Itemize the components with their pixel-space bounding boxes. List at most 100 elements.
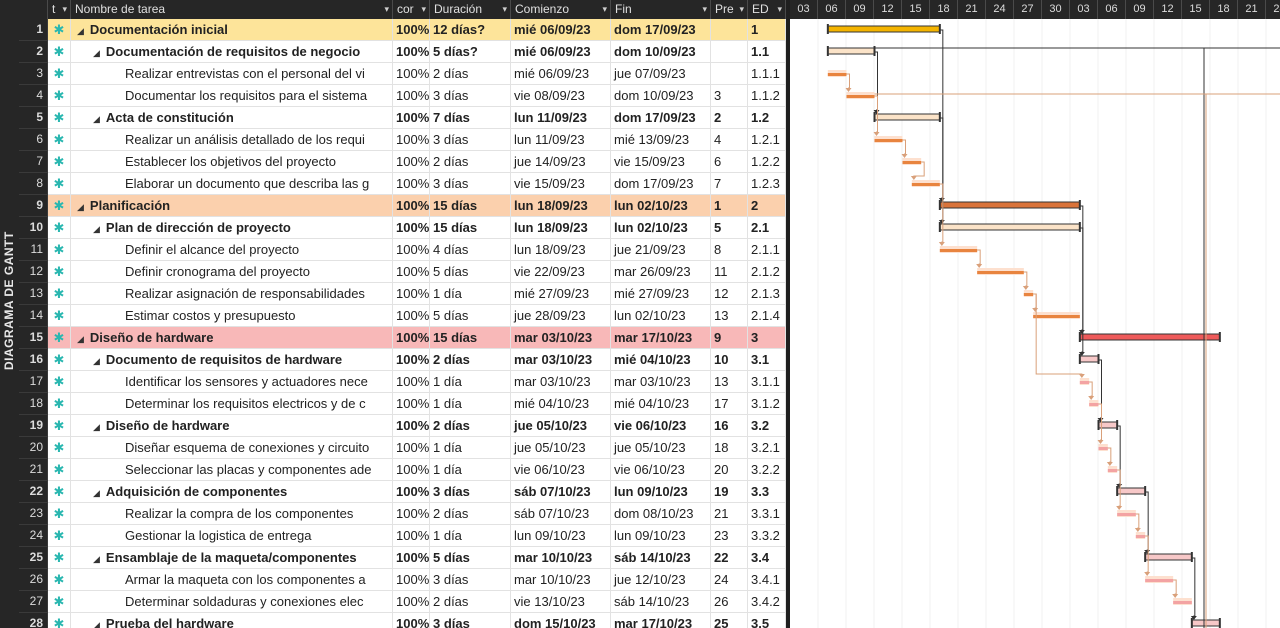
task-duration[interactable]: 5 días — [430, 305, 511, 326]
collapse-triangle-icon[interactable]: ◢ — [77, 26, 84, 36]
task-name[interactable]: ◢ Documentación inicial — [71, 19, 393, 40]
row-number[interactable]: 15 — [19, 327, 48, 349]
task-predecessors[interactable]: 8 — [711, 239, 748, 260]
row-number[interactable]: 1 — [19, 19, 48, 41]
task-percent[interactable]: 100% — [393, 217, 430, 238]
task-duration[interactable]: 1 día — [430, 283, 511, 304]
task-name[interactable]: Determinar soldaduras y conexiones elec — [71, 591, 393, 612]
task-predecessors[interactable]: 6 — [711, 151, 748, 172]
task-percent[interactable]: 100% — [393, 195, 430, 216]
task-percent[interactable]: 100% — [393, 371, 430, 392]
task-percent[interactable]: 100% — [393, 283, 430, 304]
task-wbs[interactable]: 2.1.2 — [748, 261, 786, 282]
task-duration[interactable]: 3 días — [430, 85, 511, 106]
task-duration[interactable]: 3 días — [430, 173, 511, 194]
task-percent[interactable]: 100% — [393, 129, 430, 150]
task-name[interactable]: Elaborar un documento que describa las g — [71, 173, 393, 194]
task-percent[interactable]: 100% — [393, 547, 430, 568]
task-predecessors[interactable]: 12 — [711, 283, 748, 304]
row-number[interactable]: 5 — [19, 107, 48, 129]
task-wbs[interactable]: 3.3.2 — [748, 525, 786, 546]
task-start[interactable]: lun 18/09/23 — [511, 195, 611, 216]
task-name[interactable]: Identificar los sensores y actuadores ne… — [71, 371, 393, 392]
task-predecessors[interactable]: 10 — [711, 349, 748, 370]
table-row[interactable]: 12 ✱ Definir cronograma del proyecto 100% 5 … — [19, 261, 786, 283]
row-number[interactable]: 3 — [19, 63, 48, 85]
task-percent[interactable]: 100% — [393, 525, 430, 546]
task-finish[interactable]: dom 17/09/23 — [611, 19, 711, 40]
task-predecessors[interactable]: 11 — [711, 261, 748, 282]
task-finish[interactable]: lun 02/10/23 — [611, 217, 711, 238]
task-start[interactable]: mar 03/10/23 — [511, 327, 611, 348]
task-duration[interactable]: 15 días — [430, 217, 511, 238]
task-predecessors[interactable]: 22 — [711, 547, 748, 568]
task-wbs[interactable]: 3.2.1 — [748, 437, 786, 458]
task-predecessors[interactable] — [711, 19, 748, 40]
table-row[interactable]: 5 ✱ ◢ Acta de constitución 100% 7 días lun 11/… — [19, 107, 786, 129]
task-name[interactable]: ◢ Acta de constitución — [71, 107, 393, 128]
task-name[interactable]: Realizar un análisis detallado de los re… — [71, 129, 393, 150]
task-finish[interactable]: dom 08/10/23 — [611, 503, 711, 524]
task-wbs[interactable]: 3.1 — [748, 349, 786, 370]
task-duration[interactable]: 2 días — [430, 151, 511, 172]
collapse-triangle-icon[interactable]: ◢ — [93, 224, 100, 234]
table-row[interactable]: 10 ✱ ◢ Plan de dirección de proyecto 100% 15 … — [19, 217, 786, 239]
task-start[interactable]: lun 09/10/23 — [511, 525, 611, 546]
table-row[interactable]: 9 ✱ ◢ Planificación 100% 15 días lun 18/09/23 l… — [19, 195, 786, 217]
task-start[interactable]: mar 03/10/23 — [511, 371, 611, 392]
task-name[interactable]: ◢ Diseño de hardware — [71, 415, 393, 436]
task-finish[interactable]: vie 06/10/23 — [611, 459, 711, 480]
task-start[interactable]: lun 11/09/23 — [511, 107, 611, 128]
task-percent[interactable]: 100% — [393, 151, 430, 172]
task-finish[interactable]: dom 10/09/23 — [611, 41, 711, 62]
task-start[interactable]: sáb 07/10/23 — [511, 481, 611, 502]
table-row[interactable]: 17 ✱ Identificar los sensores y actuadores… — [19, 371, 786, 393]
task-wbs[interactable]: 3.2 — [748, 415, 786, 436]
task-predecessors[interactable]: 3 — [711, 85, 748, 106]
task-predecessors[interactable]: 5 — [711, 217, 748, 238]
task-name[interactable]: Seleccionar las placas y componentes ade — [71, 459, 393, 480]
task-predecessors[interactable]: 13 — [711, 371, 748, 392]
task-duration[interactable]: 2 días — [430, 591, 511, 612]
task-finish[interactable]: jue 21/09/23 — [611, 239, 711, 260]
task-duration[interactable]: 7 días — [430, 107, 511, 128]
task-name[interactable]: Diseñar esquema de conexiones y circuito — [71, 437, 393, 458]
task-finish[interactable]: mar 03/10/23 — [611, 371, 711, 392]
row-number[interactable]: 8 — [19, 173, 48, 195]
task-wbs[interactable]: 3.1.1 — [748, 371, 786, 392]
task-percent[interactable]: 100% — [393, 261, 430, 282]
task-wbs[interactable]: 3.4.1 — [748, 569, 786, 590]
task-percent[interactable]: 100% — [393, 85, 430, 106]
task-start[interactable]: lun 18/09/23 — [511, 239, 611, 260]
table-row[interactable]: 28 ✱ ◢ Prueba del hardware 100% 3 días dom 15/… — [19, 613, 786, 628]
collapse-triangle-icon[interactable]: ◢ — [77, 202, 84, 212]
task-name[interactable]: Establecer los objetivos del proyecto — [71, 151, 393, 172]
task-predecessors[interactable]: 4 — [711, 129, 748, 150]
task-name[interactable]: ◢ Ensamblaje de la maqueta/componentes — [71, 547, 393, 568]
header-finish[interactable]: Fin ▾ — [611, 0, 711, 19]
task-duration[interactable]: 4 días — [430, 239, 511, 260]
task-percent[interactable]: 100% — [393, 459, 430, 480]
task-name[interactable]: Definir cronograma del proyecto — [71, 261, 393, 282]
table-row[interactable]: 20 ✱ Diseñar esquema de conexiones y circu… — [19, 437, 786, 459]
task-wbs[interactable]: 1.2 — [748, 107, 786, 128]
header-predecessors[interactable]: Pre ▾ — [711, 0, 748, 19]
task-finish[interactable]: lun 09/10/23 — [611, 481, 711, 502]
task-start[interactable]: lun 11/09/23 — [511, 129, 611, 150]
table-row[interactable]: 3 ✱ Realizar entrevistas con el personal d… — [19, 63, 786, 85]
task-start[interactable]: mié 06/09/23 — [511, 19, 611, 40]
task-predecessors[interactable]: 9 — [711, 327, 748, 348]
task-percent[interactable]: 100% — [393, 63, 430, 84]
task-predecessors[interactable]: 23 — [711, 525, 748, 546]
task-wbs[interactable]: 1.1 — [748, 41, 786, 62]
task-percent[interactable]: 100% — [393, 415, 430, 436]
task-finish[interactable]: mar 17/10/23 — [611, 327, 711, 348]
task-predecessors[interactable]: 26 — [711, 591, 748, 612]
task-finish[interactable]: vie 06/10/23 — [611, 415, 711, 436]
task-name[interactable]: Estimar costos y presupuesto — [71, 305, 393, 326]
task-name[interactable]: Realizar asignación de responsabilidades — [71, 283, 393, 304]
task-name[interactable]: ◢ Plan de dirección de proyecto — [71, 217, 393, 238]
task-predecessors[interactable]: 16 — [711, 415, 748, 436]
task-duration[interactable]: 15 días — [430, 195, 511, 216]
task-predecessors[interactable] — [711, 63, 748, 84]
